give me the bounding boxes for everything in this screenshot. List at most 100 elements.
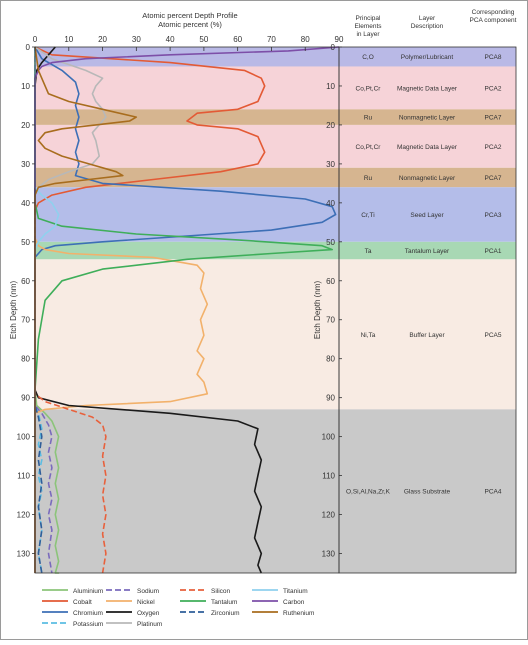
y-tick-label-70: 70 <box>21 316 30 325</box>
y2-tick-label-40: 40 <box>326 199 335 208</box>
layer-band-6 <box>35 187 516 242</box>
legend-label-silicon: Silicon <box>211 588 231 595</box>
legend-label-zirconium: Zirconium <box>211 610 240 617</box>
x-tick-label-10: 10 <box>64 35 73 44</box>
layer-band-5 <box>35 167 516 188</box>
legend-label-carbon: Carbon <box>283 599 305 606</box>
legend-label-aluminium: Aluminium <box>73 588 103 595</box>
x-tick-label-20: 20 <box>98 35 107 44</box>
layer-elements-6: Cr,Ti <box>361 212 374 219</box>
y2-tick-label-10: 10 <box>326 82 335 91</box>
series-line-nickel <box>34 47 209 573</box>
layer-component-7: PCA1 <box>485 248 502 255</box>
y-tick-label-0: 0 <box>26 43 31 52</box>
y-tick-label-80: 80 <box>21 355 30 364</box>
layer-component-2: PCA2 <box>485 85 502 92</box>
x-tick-label-40: 40 <box>166 35 175 44</box>
layer-component-4: PCA2 <box>485 144 502 151</box>
y-axis-label: Etch Depth (nm) <box>9 281 18 340</box>
layer-description-2: Magnetic Data Layer <box>397 85 458 92</box>
y2-tick-label-80: 80 <box>326 355 335 364</box>
series-line-ruthenium <box>34 46 138 573</box>
legend-label-potassium: Potassium <box>73 621 103 628</box>
series-line-sodium <box>34 47 53 574</box>
series-line-silicon <box>34 47 107 574</box>
y2-tick-label-110: 110 <box>322 472 335 481</box>
y-tick-label-10: 10 <box>21 82 30 91</box>
legend-label-nickel: Nickel <box>137 599 155 606</box>
layer-component-6: PCA3 <box>485 212 502 219</box>
series-line-carbon <box>34 46 340 573</box>
layer-description-8: Buffer Layer <box>409 332 445 339</box>
x-tick-label-80: 80 <box>301 35 310 44</box>
y-tick-label-100: 100 <box>17 433 31 442</box>
y2-tick-label-50: 50 <box>326 238 335 247</box>
series-line-chromium <box>34 46 337 573</box>
series-lines <box>34 46 340 574</box>
series-line-tantalum <box>34 47 334 573</box>
legend-label-tantalum: Tantalum <box>211 599 237 606</box>
layer-table: C,O Polymer/Lubricant PCA8 Co,Pt,Cr Magnetic… <box>346 54 502 495</box>
layer-description-7: Tantalum Layer <box>405 248 450 255</box>
y-tick-label-60: 60 <box>21 277 30 286</box>
legend-label-sodium: Sodium <box>137 588 159 595</box>
header-pca-component: Corresponding PCA component <box>470 9 517 24</box>
layer-description-1: Polymer/Lubricant <box>401 54 454 61</box>
layer-band-4 <box>35 124 516 168</box>
x-axis-label: Atomic percent (%) <box>158 20 222 29</box>
layer-band-7 <box>35 241 516 260</box>
series-line-zirconium <box>34 47 43 574</box>
layer-elements-3: Ru <box>364 115 373 122</box>
layer-description-4: Magnetic Data Layer <box>397 144 458 151</box>
y-tick-label-110: 110 <box>17 472 30 481</box>
y2-tick-label-70: 70 <box>326 316 335 325</box>
layer-component-9: PCA4 <box>485 489 502 496</box>
y-tick-label-130: 130 <box>17 550 31 559</box>
layer-component-5: PCA7 <box>485 175 502 182</box>
layer-band-8 <box>35 259 516 410</box>
legend-label-chromium: Chromium <box>73 610 103 617</box>
y2-tick-label-90: 90 <box>326 394 335 403</box>
y-tick-label-30: 30 <box>21 160 30 169</box>
legend-label-oxygen: Oxygen <box>137 610 160 617</box>
header-principal-elements: Principal Elements in Layer <box>354 15 382 38</box>
x-tick-label-60: 60 <box>233 35 242 44</box>
chart-title: Atomic percent Depth Profile <box>142 11 237 20</box>
y-tick-label-20: 20 <box>21 121 30 130</box>
y2-tick-label-20: 20 <box>326 121 335 130</box>
layer-description-6: Seed Layer <box>410 212 444 219</box>
legend-label-cobalt: Cobalt <box>73 599 92 606</box>
y2-tick-label-120: 120 <box>322 511 336 520</box>
layer-component-3: PCA7 <box>485 115 502 122</box>
x-tick-label-90: 90 <box>335 35 344 44</box>
x-tick-label-30: 30 <box>132 35 141 44</box>
layer-description-5: Nonmagnetic Layer <box>399 175 456 182</box>
legend-label-ruthenium: Ruthenium <box>283 610 314 617</box>
layer-band-9 <box>35 409 516 573</box>
y-tick-label-120: 120 <box>17 511 31 520</box>
layer-elements-7: Ta <box>365 248 372 255</box>
series-line-titanium <box>34 47 60 573</box>
y2-tick-label-60: 60 <box>326 277 335 286</box>
y2-tick-label-30: 30 <box>326 160 335 169</box>
y-tick-label-90: 90 <box>21 394 30 403</box>
legend-label-platinum: Platinum <box>137 621 162 628</box>
layer-elements-1: C,O <box>362 54 374 61</box>
layer-bands <box>35 47 516 573</box>
y2-axis-label: Etch Depth (nm) <box>313 281 322 340</box>
x-tick-label-50: 50 <box>199 35 208 44</box>
x-tick-label-70: 70 <box>267 35 276 44</box>
y2-tick-label-100: 100 <box>322 433 336 442</box>
header-layer-description: Layer Description <box>411 15 444 30</box>
layer-component-1: PCA8 <box>485 54 502 61</box>
layer-elements-4: Co,Pt,Cr <box>356 144 382 151</box>
y2-tick-label-130: 130 <box>322 550 336 559</box>
layer-elements-2: Co,Pt,Cr <box>356 85 382 92</box>
layer-component-8: PCA5 <box>485 332 502 339</box>
x-tick-label-0: 0 <box>33 35 38 44</box>
layer-description-9: Glass Substrate <box>404 489 451 496</box>
layer-band-3 <box>35 109 516 125</box>
